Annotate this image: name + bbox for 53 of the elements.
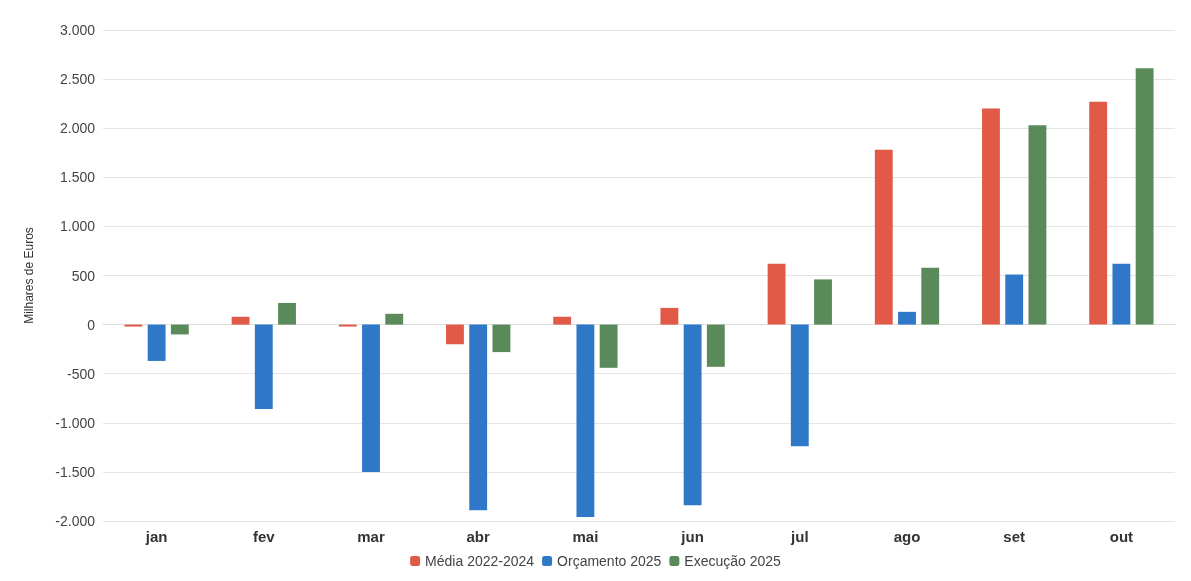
bar: [147, 324, 166, 361]
bar: [706, 324, 725, 367]
bar: [170, 324, 189, 335]
bar: [446, 324, 464, 345]
y-tick-label: 1.000: [59, 218, 96, 235]
y-tick-label: 500: [71, 267, 96, 284]
x-tick-label: ago: [893, 528, 921, 545]
y-tick-label: 2.000: [59, 120, 96, 137]
bar: [553, 316, 572, 325]
y-tick-label: 0: [87, 316, 96, 333]
x-tick-label: jul: [790, 528, 809, 545]
y-tick-label: 3.000: [59, 22, 96, 38]
bar: [921, 267, 940, 325]
bar: [231, 316, 250, 325]
bar: [278, 303, 296, 325]
y-tick-label: 2.500: [59, 71, 96, 88]
bar: [599, 324, 618, 368]
x-tick-label: fev: [252, 528, 276, 545]
bar: [362, 324, 380, 472]
x-tick-label: mai: [572, 528, 599, 545]
legend-label: Execução 2025: [684, 553, 782, 569]
y-tick-label: 1.500: [59, 169, 96, 186]
bar: [767, 263, 786, 325]
y-tick-label: -2.000: [55, 513, 96, 529]
legend-label: Orçamento 2025: [557, 553, 662, 569]
bar: [683, 324, 702, 506]
bar: [1028, 125, 1047, 325]
bar: [814, 279, 832, 325]
x-tick-label: out: [1109, 528, 1134, 545]
x-tick-label: set: [1003, 528, 1026, 545]
x-tick-label: jun: [680, 528, 704, 545]
x-tick-label: jan: [144, 528, 168, 545]
bar: [1089, 101, 1108, 325]
x-tick-label: mar: [357, 528, 385, 545]
bar: [790, 324, 809, 447]
legend-label: Média 2022-2024: [425, 553, 535, 569]
y-tick-label: -1.000: [55, 414, 96, 431]
bar: [254, 324, 273, 410]
bar: [1005, 274, 1024, 325]
bar: [576, 324, 595, 518]
bar: [874, 149, 893, 325]
bar: [898, 311, 916, 325]
bar: [1135, 68, 1154, 325]
bar: [492, 324, 511, 353]
bar: [982, 108, 1000, 325]
y-tick-label: -500: [66, 365, 96, 382]
bar: [469, 324, 488, 511]
y-tick-label: -1.500: [55, 463, 96, 480]
bar: [1112, 263, 1131, 325]
y-axis-title: Milhares de Euros: [22, 227, 36, 324]
bar: [660, 307, 679, 325]
bar: [385, 313, 404, 325]
x-tick-label: abr: [466, 528, 491, 545]
